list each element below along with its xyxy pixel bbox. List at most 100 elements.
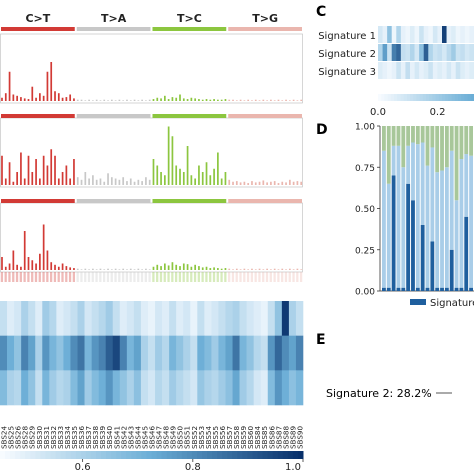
panel-d-stacked-bar [444, 167, 449, 288]
spectrum-bar [167, 99, 170, 101]
heatmap-cell [253, 301, 262, 336]
panel-d-stacked-bar [464, 216, 469, 291]
heatmap-cell [133, 301, 142, 336]
panel-d-y-tick-label: 0.00 [355, 288, 375, 298]
spectrum-bar [141, 99, 143, 101]
panel-c-colorbar-label: 0.0 [370, 107, 386, 118]
spectrum-bar [122, 100, 125, 101]
context-tick-label [144, 272, 147, 282]
spectrum-bar [103, 181, 106, 185]
panel-c-colorbar-segment [394, 94, 398, 101]
panel-c-row-label: Signature 2 [318, 49, 376, 60]
panel-c-cell [455, 62, 461, 79]
context-tick-label [31, 272, 34, 282]
panel-d-stacked-bar [420, 225, 425, 291]
heatmap-cell [119, 301, 128, 336]
spectrum-bar [247, 99, 250, 101]
colorbar-segment [121, 451, 127, 459]
spectrum-bar [122, 268, 125, 270]
heatmap-cell [98, 301, 106, 336]
heatmap-cell [91, 370, 99, 406]
spectrum-bar [171, 136, 174, 185]
spectrum-bar [213, 99, 215, 101]
heatmap-cell [260, 301, 269, 336]
panel-c-cell [432, 44, 438, 61]
spectrum-bar [92, 268, 94, 270]
spectrum-bar [92, 175, 94, 185]
spectrum-bar [145, 268, 147, 270]
spectrum-bar [126, 181, 128, 185]
spectrum-bar [285, 99, 287, 101]
spectrum-bar [179, 266, 181, 270]
heatmap-column-label: SBS46 [148, 425, 157, 449]
spectrum-bar [296, 100, 299, 101]
heatmap-cell [169, 370, 177, 406]
spectrum-bar [80, 179, 83, 185]
spectrum-bar [239, 182, 242, 185]
heatmap-cell [126, 335, 135, 371]
heatmap-column-label: SBS47 [155, 426, 164, 449]
panel-d-stacked-bar [435, 126, 440, 173]
heatmap-cell [176, 301, 184, 336]
spectrum-bar [57, 266, 60, 270]
colorbar-segment [70, 451, 77, 459]
panel-d-legend-label: Signature [430, 298, 474, 309]
context-tick-label [8, 272, 11, 282]
spectrum-bar [73, 98, 75, 101]
heatmap-cell [183, 370, 191, 406]
spectrum-bar [126, 99, 128, 101]
panel-d-stacked-bar [415, 144, 420, 288]
spectrum-frame [0, 202, 303, 273]
panel-c-colorbar-segment [406, 94, 411, 101]
colorbar-segment [116, 451, 122, 459]
colorbar-segment [126, 451, 132, 459]
heatmap-cell [267, 335, 276, 371]
colorbar-segment [90, 451, 97, 459]
context-tick-label [250, 272, 254, 282]
heatmap-cell [0, 335, 8, 371]
panel-c-colorbar-segment [387, 94, 392, 101]
spectrum-bar [228, 268, 231, 270]
spectrum-bar [76, 268, 79, 270]
spectrum-bar [99, 178, 102, 185]
panel-c-colorbar-segment [432, 94, 437, 101]
spectrum-bar [39, 178, 41, 185]
heatmap-cell [63, 370, 71, 406]
context-tick-label [103, 272, 106, 282]
heatmap-column-label: SBS52 [190, 426, 199, 449]
heatmap-cell [105, 301, 114, 336]
colorbar-segment [131, 451, 137, 459]
spectrum-bar [262, 269, 265, 270]
colorbar-segment [277, 451, 284, 459]
heatmap-cell [28, 370, 36, 406]
heatmap-column-label: SBS29 [28, 425, 37, 449]
spectrum-bar [205, 162, 208, 185]
context-tick-label [197, 272, 200, 282]
panel-c-colorbar-segment [448, 94, 453, 101]
mutation-group-bar [1, 27, 75, 31]
heatmap-column-label: SBS90 [295, 425, 304, 449]
spectrum-bar [103, 269, 106, 270]
context-tick-label [201, 272, 204, 282]
panel-d-stacked-bar [459, 159, 464, 288]
heatmap-cell [0, 301, 8, 336]
spectrum-bar [292, 99, 295, 101]
spectrum-bar [50, 62, 53, 101]
heatmap-cell [155, 335, 163, 371]
heatmap-cell [253, 335, 262, 371]
spectrum-bar [65, 165, 68, 185]
panel-c-cell [405, 44, 411, 61]
heatmap-cell [288, 370, 297, 406]
panel-d-stacked-bar [425, 126, 430, 166]
spectrum-bar [175, 165, 178, 185]
colorbar-segment [222, 451, 228, 459]
spectrum-bar [273, 100, 276, 101]
spectrum-bar [57, 178, 60, 185]
spectrum-bar [258, 268, 261, 270]
panel-d-stacked-bar [396, 287, 401, 291]
heatmap-cell [42, 301, 50, 336]
heatmap-cell [190, 335, 198, 371]
spectrum-bar [281, 268, 284, 270]
colorbar-segment [111, 451, 117, 459]
heatmap-cell [246, 335, 254, 371]
